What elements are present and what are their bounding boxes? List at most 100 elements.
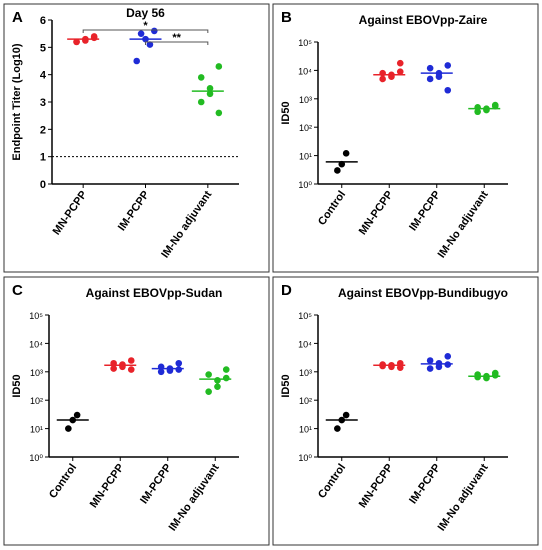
- data-point: [215, 109, 223, 117]
- data-point: [396, 59, 404, 67]
- y-tick-label: 10⁴: [29, 339, 43, 349]
- data-point: [137, 30, 145, 37]
- data-point: [222, 366, 230, 373]
- data-point: [127, 366, 135, 373]
- data-point: [214, 383, 221, 390]
- y-tick-label: 10⁵: [298, 38, 312, 48]
- x-tick-label: MN-PCPP: [88, 462, 127, 510]
- x-tick-label: IM-PCPP: [407, 189, 443, 233]
- y-tick-label: 0: [40, 179, 46, 191]
- y-tick-label: 10⁴: [298, 66, 312, 76]
- data-point: [175, 359, 183, 367]
- y-axis-label: Endpoint Titer (Log10): [11, 43, 23, 160]
- data-point: [127, 357, 135, 364]
- chart-title: Day 56: [126, 6, 165, 20]
- panel-frame: [272, 276, 539, 546]
- data-point: [444, 62, 452, 69]
- data-point: [110, 365, 117, 372]
- y-tick-label: 10²: [30, 396, 43, 406]
- data-point: [157, 368, 165, 376]
- data-point: [206, 85, 214, 92]
- x-tick-label: Control: [316, 189, 348, 228]
- x-tick-label: Control: [316, 462, 348, 501]
- y-tick-label: 4: [40, 70, 47, 82]
- data-point: [222, 374, 230, 382]
- y-tick-label: 10³: [30, 368, 43, 378]
- x-tick-label: IM-PCPP: [138, 462, 174, 506]
- data-point: [206, 90, 214, 98]
- data-point: [474, 108, 481, 116]
- y-tick-label: 2: [40, 124, 46, 136]
- data-point: [133, 57, 140, 65]
- data-point: [444, 353, 452, 360]
- data-point: [197, 74, 205, 81]
- data-point: [426, 365, 434, 372]
- data-point: [119, 363, 126, 371]
- x-tick-label: Control: [47, 462, 79, 501]
- data-point: [334, 425, 341, 432]
- data-point: [435, 363, 443, 371]
- y-tick-label: 10²: [299, 396, 312, 406]
- chart-title: Against EBOVpp-Sudan: [86, 286, 223, 300]
- data-point: [396, 68, 404, 75]
- data-point: [175, 366, 183, 373]
- significance-label: *: [143, 20, 148, 32]
- chart-title: Against EBOVpp-Zaire: [359, 13, 488, 27]
- data-point: [65, 425, 72, 432]
- data-point: [73, 38, 80, 46]
- panel-label: C: [12, 282, 23, 299]
- y-tick-label: 3: [40, 97, 46, 109]
- y-tick-label: 10³: [299, 95, 312, 105]
- data-point: [146, 41, 154, 48]
- x-tick-label: IM-PCPP: [116, 189, 152, 233]
- data-point: [334, 167, 341, 174]
- x-tick-label: MN-PCPP: [357, 462, 396, 510]
- data-point: [426, 64, 434, 72]
- panel-frame: [3, 276, 270, 546]
- x-tick-label: IM-No adjuvant: [436, 462, 491, 534]
- data-point: [388, 363, 395, 371]
- panel-label: A: [12, 9, 23, 26]
- panel-label: D: [281, 282, 292, 299]
- data-point: [491, 372, 499, 379]
- x-tick-label: MN-PCPP: [51, 189, 90, 237]
- panel-frame: [3, 3, 270, 273]
- data-point: [426, 75, 434, 83]
- y-tick-label: 10¹: [299, 152, 312, 162]
- significance-bracket: [82, 29, 209, 33]
- y-tick-label: 10⁰: [298, 180, 312, 190]
- data-point: [435, 73, 443, 81]
- data-point: [205, 371, 212, 378]
- data-point: [444, 86, 452, 94]
- panel-frame: [272, 3, 539, 273]
- y-tick-label: 10⁰: [298, 453, 312, 463]
- data-point: [342, 150, 350, 157]
- data-point: [197, 98, 205, 106]
- x-tick-label: IM-No adjuvant: [167, 462, 222, 534]
- y-tick-label: 10¹: [299, 425, 312, 435]
- data-point: [426, 357, 434, 364]
- y-tick-label: 6: [40, 15, 46, 27]
- panel-label: B: [281, 9, 292, 26]
- y-tick-label: 10⁵: [29, 311, 43, 321]
- significance-bracket: [145, 41, 209, 45]
- data-point: [342, 411, 350, 419]
- y-tick-label: 10⁵: [298, 311, 312, 321]
- data-point: [491, 102, 499, 110]
- data-point: [215, 63, 223, 70]
- y-tick-label: 10⁰: [29, 453, 43, 463]
- x-tick-label: IM-PCPP: [407, 462, 443, 506]
- y-tick-label: 5: [40, 42, 46, 54]
- x-tick-label: IM-No adjuvant: [159, 189, 214, 261]
- data-point: [73, 411, 81, 419]
- y-axis-label: ID50: [280, 101, 292, 124]
- data-point: [90, 33, 98, 40]
- x-tick-label: IM-No adjuvant: [436, 189, 491, 261]
- significance-label: **: [172, 32, 181, 44]
- data-point: [205, 388, 212, 395]
- y-tick-label: 10⁴: [298, 339, 312, 349]
- y-axis-label: ID50: [280, 374, 292, 397]
- y-tick-label: 10³: [299, 368, 312, 378]
- chart-title: Against EBOVpp-Bundibugyo: [338, 286, 508, 300]
